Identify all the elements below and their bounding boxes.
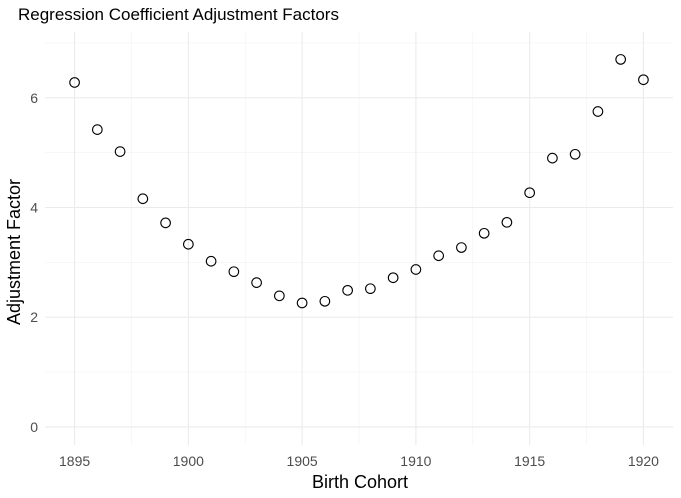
data-point <box>365 283 376 295</box>
data-point <box>615 54 627 65</box>
data-point <box>137 193 149 205</box>
data-point <box>524 187 536 199</box>
data-point <box>114 146 126 157</box>
data-point <box>69 77 80 88</box>
x-tick-label: 1905 <box>287 453 318 469</box>
chart-title: Regression Coefficient Adjustment Factor… <box>18 5 339 24</box>
x-axis-title: Birth Cohort <box>312 472 408 492</box>
data-point <box>592 106 604 117</box>
data-point <box>274 290 285 302</box>
y-tick-label: 2 <box>30 309 38 325</box>
data-point <box>501 216 513 228</box>
data-point <box>205 255 217 267</box>
data-point <box>342 284 353 296</box>
x-tick-label: 1920 <box>628 453 659 469</box>
y-axis-tick-labels: 0 2 4 6 <box>30 90 38 435</box>
x-tick-label: 1910 <box>400 453 431 469</box>
data-point <box>387 272 399 284</box>
x-tick-label: 1900 <box>173 453 204 469</box>
x-axis-tick-labels: 1895 1900 1905 1910 1915 1920 <box>59 453 659 469</box>
y-axis-title: Adjustment Factor <box>4 179 24 325</box>
data-point <box>478 227 490 239</box>
data-point <box>160 217 171 229</box>
y-tick-label: 0 <box>30 419 38 435</box>
data-point <box>251 277 262 289</box>
data-point <box>433 250 444 262</box>
data-point <box>228 266 240 278</box>
data-point <box>319 295 331 307</box>
data-point <box>569 148 581 160</box>
data-point <box>547 152 558 164</box>
minor-gridlines <box>45 32 673 445</box>
data-point <box>410 264 422 275</box>
y-tick-label: 4 <box>30 200 38 216</box>
data-point <box>91 124 103 135</box>
y-tick-label: 6 <box>30 90 38 106</box>
data-point <box>296 297 308 309</box>
data-points <box>69 54 649 309</box>
data-point <box>638 74 649 86</box>
data-point <box>456 242 467 253</box>
major-gridlines <box>45 32 673 445</box>
x-tick-label: 1895 <box>59 453 90 469</box>
x-tick-label: 1915 <box>514 453 545 469</box>
data-point <box>182 238 194 250</box>
